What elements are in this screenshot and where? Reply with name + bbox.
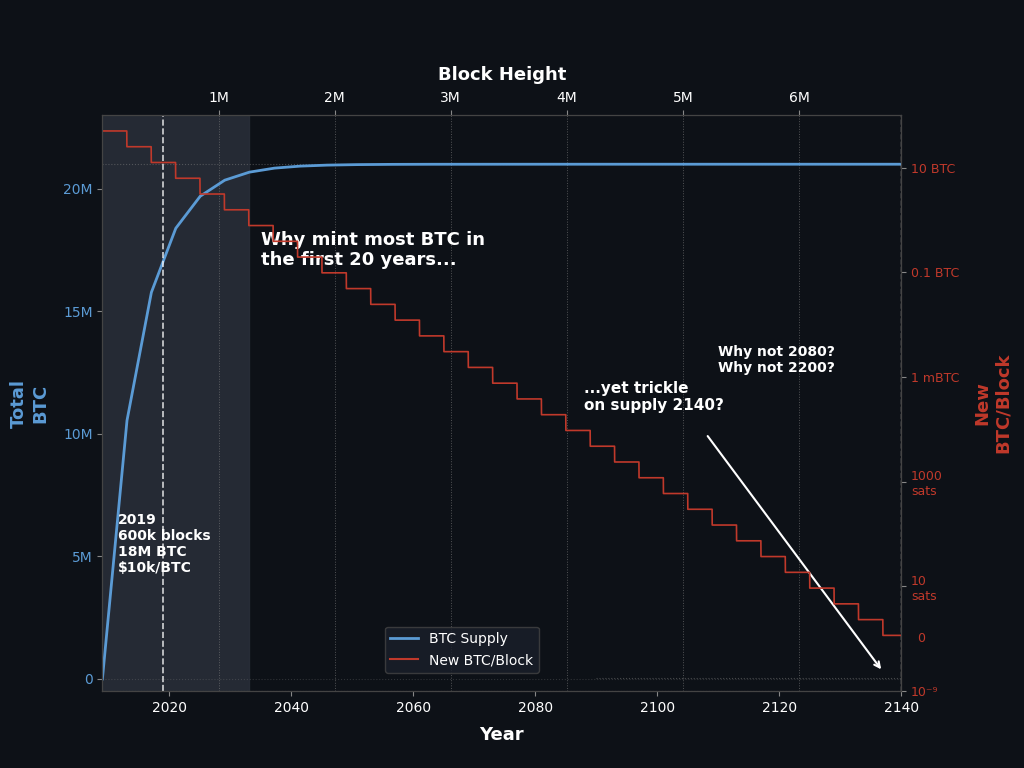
Text: 2019
600k blocks
18M BTC
$10k/BTC: 2019 600k blocks 18M BTC $10k/BTC: [118, 513, 210, 575]
New BTC/Block: [824, 584, 837, 593]
Y-axis label: New
BTC/Block: New BTC/Block: [973, 353, 1012, 453]
BTC Supply: [750, 160, 762, 169]
Text: Why not 2080?
Why not 2200?: Why not 2080? Why not 2200?: [718, 345, 836, 376]
Text: ...yet trickle
on supply 2140?: ...yet trickle on supply 2140?: [584, 381, 724, 413]
BTC Supply: [384, 160, 396, 169]
Bar: [102, 115, 249, 691]
New BTC/Block: [184, 174, 197, 183]
Text: 0: 0: [918, 632, 925, 645]
X-axis label: Year: Year: [479, 726, 524, 744]
Y-axis label: Total
BTC: Total BTC: [10, 379, 49, 428]
New BTC/Block: [228, 205, 241, 214]
BTC Supply: [824, 160, 837, 169]
Line: New BTC/Block: New BTC/Block: [102, 131, 907, 635]
BTC Supply: [836, 160, 848, 169]
New BTC/Block: [96, 127, 109, 136]
New BTC/Block: [836, 599, 848, 608]
New BTC/Block: [750, 536, 762, 545]
Text: Why mint most BTC in
the first 20 years...: Why mint most BTC in the first 20 years.…: [261, 230, 485, 270]
Legend: BTC Supply, New BTC/Block: BTC Supply, New BTC/Block: [385, 627, 539, 673]
BTC Supply: [228, 173, 241, 182]
New BTC/Block: [384, 300, 396, 309]
X-axis label: Block Height: Block Height: [437, 66, 566, 84]
BTC Supply: [96, 674, 109, 684]
BTC Supply: [901, 160, 913, 169]
BTC Supply: [184, 205, 197, 214]
Line: BTC Supply: BTC Supply: [102, 164, 907, 679]
